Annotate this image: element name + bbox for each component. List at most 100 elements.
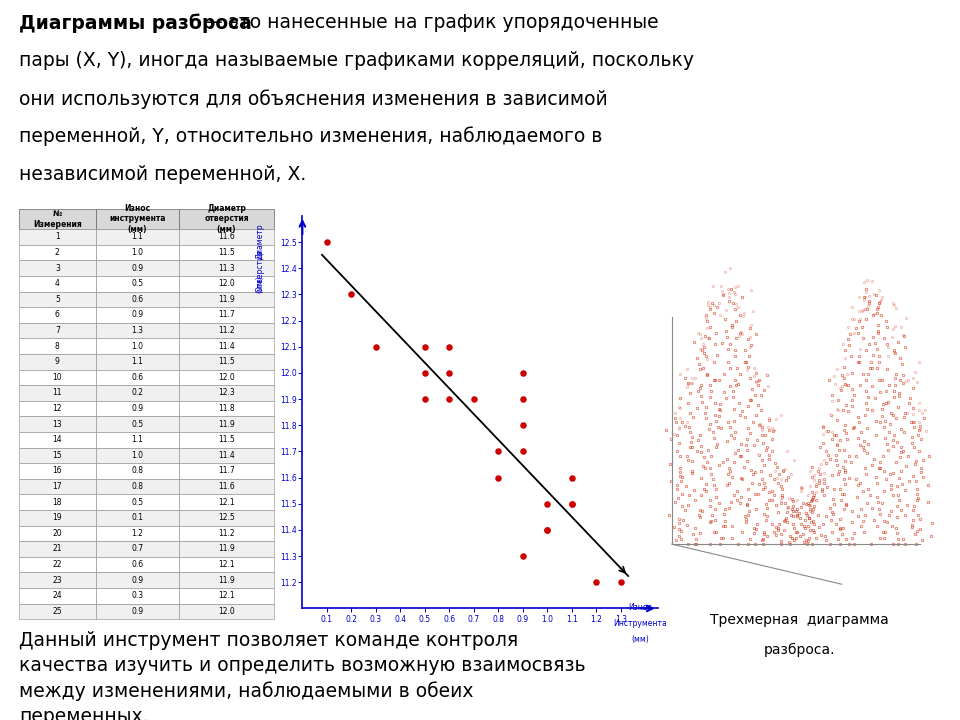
Text: пары (X, Y), иногда называемые графиками корреляций, поскольку: пары (X, Y), иногда называемые графиками… xyxy=(19,51,694,70)
Point xyxy=(540,498,555,510)
Point xyxy=(564,498,580,510)
Text: 1.1: 1.1 xyxy=(132,233,143,241)
Bar xyxy=(96,385,180,401)
Bar xyxy=(96,526,180,541)
Bar xyxy=(96,369,180,385)
Text: Диаграммы разброса: Диаграммы разброса xyxy=(19,13,252,32)
Bar xyxy=(96,401,180,416)
Text: 4: 4 xyxy=(55,279,60,288)
Bar xyxy=(96,448,180,463)
Text: Инструмента: Инструмента xyxy=(613,619,667,628)
Text: 0.6: 0.6 xyxy=(132,560,144,569)
Text: 0.5: 0.5 xyxy=(132,279,144,288)
Bar xyxy=(19,416,96,432)
Text: 11.8: 11.8 xyxy=(218,404,235,413)
Text: Данный инструмент позволяет команде контроля: Данный инструмент позволяет команде конт… xyxy=(19,631,518,650)
Bar xyxy=(96,354,180,369)
Bar xyxy=(180,323,274,338)
Text: 10: 10 xyxy=(53,373,62,382)
Text: Диаметр
отверстия
(мм): Диаметр отверстия (мм) xyxy=(204,204,249,234)
Bar xyxy=(19,588,96,603)
Bar xyxy=(19,307,96,323)
Bar xyxy=(19,510,96,526)
Point xyxy=(369,341,384,353)
Bar xyxy=(96,276,180,292)
Text: они используются для объяснения изменения в зависимой: они используются для объяснения изменени… xyxy=(19,89,608,109)
Bar xyxy=(96,463,180,479)
Text: переменной, Y, относительно изменения, наблюдаемого в: переменной, Y, относительно изменения, н… xyxy=(19,127,603,146)
Text: 6: 6 xyxy=(55,310,60,320)
Text: 0.1: 0.1 xyxy=(132,513,143,522)
Text: 12.3: 12.3 xyxy=(218,388,235,397)
Text: №
Измерения: № Измерения xyxy=(33,210,82,229)
Bar xyxy=(180,369,274,385)
Bar xyxy=(96,510,180,526)
Text: качества изучить и определить возможную взаимосвязь: качества изучить и определить возможную … xyxy=(19,657,586,675)
Text: 21: 21 xyxy=(53,544,62,554)
Bar xyxy=(19,401,96,416)
Text: 11.5: 11.5 xyxy=(218,248,235,257)
Bar xyxy=(180,463,274,479)
Bar xyxy=(19,292,96,307)
Bar xyxy=(96,588,180,603)
Bar xyxy=(96,292,180,307)
Text: 11.9: 11.9 xyxy=(218,576,235,585)
Bar xyxy=(180,603,274,619)
Bar xyxy=(96,229,180,245)
Text: 1.0: 1.0 xyxy=(132,248,143,257)
Bar xyxy=(96,479,180,495)
Text: 18: 18 xyxy=(53,498,62,507)
Text: переменных.: переменных. xyxy=(19,707,149,720)
Text: 25: 25 xyxy=(53,607,62,616)
Bar xyxy=(96,603,180,619)
Text: 23: 23 xyxy=(53,576,62,585)
Point xyxy=(467,393,482,405)
Text: Износ: Износ xyxy=(629,603,652,612)
Text: разброса.: разброса. xyxy=(763,642,835,657)
Bar xyxy=(180,416,274,432)
Bar xyxy=(96,209,180,229)
Text: 8: 8 xyxy=(55,341,60,351)
Bar xyxy=(180,354,274,369)
Text: 0.6: 0.6 xyxy=(132,294,144,304)
Bar xyxy=(180,479,274,495)
Text: 11.5: 11.5 xyxy=(218,436,235,444)
Bar xyxy=(180,261,274,276)
Bar xyxy=(19,338,96,354)
Text: 11.5: 11.5 xyxy=(218,357,235,366)
Text: 0.2: 0.2 xyxy=(132,388,143,397)
Bar xyxy=(180,572,274,588)
Bar xyxy=(19,323,96,338)
Text: 12.1: 12.1 xyxy=(218,591,235,600)
Text: (мм): (мм) xyxy=(632,634,649,644)
Bar xyxy=(19,557,96,572)
Text: 1: 1 xyxy=(55,233,60,241)
Bar xyxy=(180,510,274,526)
Text: 11.4: 11.4 xyxy=(218,341,235,351)
Text: 11.6: 11.6 xyxy=(218,482,235,491)
Text: 5: 5 xyxy=(55,294,60,304)
Bar xyxy=(96,338,180,354)
Bar xyxy=(180,338,274,354)
Bar xyxy=(96,245,180,261)
Text: 14: 14 xyxy=(53,436,62,444)
Text: 9: 9 xyxy=(55,357,60,366)
Text: Трехмерная  диаграмма: Трехмерная диаграмма xyxy=(709,613,889,626)
Point xyxy=(540,524,555,536)
Text: 11.7: 11.7 xyxy=(218,467,235,475)
Text: 15: 15 xyxy=(53,451,62,460)
Text: 0.5: 0.5 xyxy=(132,420,144,428)
Text: Диаметр: Диаметр xyxy=(255,224,264,259)
Point xyxy=(516,420,531,431)
Text: 12.5: 12.5 xyxy=(218,513,235,522)
Point xyxy=(516,446,531,457)
Point xyxy=(320,236,335,248)
Bar xyxy=(180,385,274,401)
Text: 11.4: 11.4 xyxy=(218,451,235,460)
Bar xyxy=(19,572,96,588)
Point xyxy=(588,577,604,588)
Text: 11.9: 11.9 xyxy=(218,544,235,554)
Text: 11.2: 11.2 xyxy=(218,529,235,538)
Text: (мм): (мм) xyxy=(255,275,264,292)
Bar xyxy=(96,416,180,432)
